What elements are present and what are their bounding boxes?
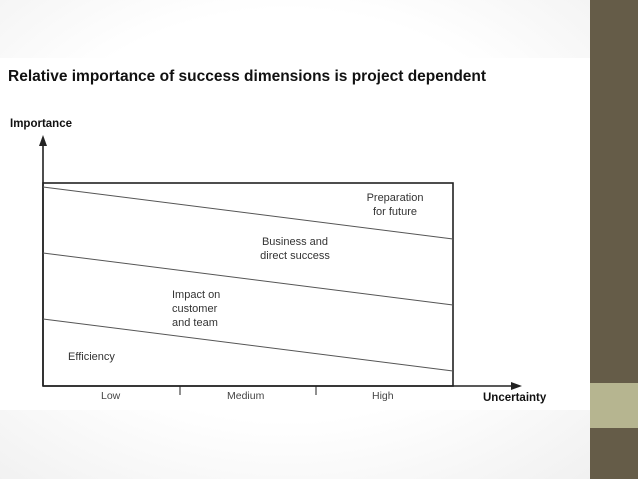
band-label-line: direct success — [260, 250, 330, 262]
band-divider-3 — [42, 186, 454, 240]
band-label-impact: Impact on customer and team — [172, 288, 236, 330]
sidebar-accent-block — [590, 383, 638, 428]
band-label-line: and team — [172, 317, 218, 329]
slide-title: Relative importance of success dimension… — [8, 68, 487, 85]
band-label-line: Efficiency — [68, 351, 115, 363]
band-label-line: Impact on — [172, 289, 221, 301]
band-label-line: customer — [172, 303, 218, 315]
band-divider-1 — [42, 318, 454, 372]
y-axis-arrowhead — [39, 135, 47, 146]
x-tick-label-medium: Medium — [227, 390, 265, 402]
diagram-frame — [42, 182, 454, 387]
x-tick-label-high: High — [372, 390, 394, 402]
y-axis-label: Importance — [10, 118, 72, 130]
x-axis-label: Uncertainty — [483, 392, 547, 404]
band-label-preparation: Preparation for future — [357, 191, 433, 219]
band-label-efficiency: Efficiency — [68, 350, 115, 364]
x-tick-label-low: Low — [101, 390, 121, 402]
band-label-line: Preparation — [366, 192, 424, 204]
x-axis-arrowhead — [511, 382, 522, 390]
band-label-line: Business and — [261, 236, 329, 248]
band-label-business: Business and direct success — [246, 235, 344, 263]
band-label-line: for future — [372, 206, 418, 218]
band-divider-2 — [42, 252, 454, 306]
